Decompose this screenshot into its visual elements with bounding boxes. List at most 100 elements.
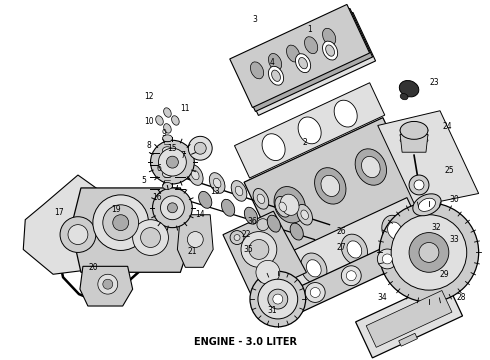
Ellipse shape	[334, 100, 357, 127]
Text: 1: 1	[307, 25, 312, 34]
Ellipse shape	[163, 147, 172, 154]
Circle shape	[377, 249, 397, 269]
Ellipse shape	[321, 175, 340, 197]
Ellipse shape	[400, 126, 428, 134]
Text: 6: 6	[156, 163, 161, 172]
Ellipse shape	[269, 66, 284, 85]
Ellipse shape	[267, 215, 280, 232]
Text: 9: 9	[161, 129, 166, 138]
Circle shape	[167, 156, 178, 168]
Text: 31: 31	[267, 306, 277, 315]
Text: 29: 29	[439, 270, 449, 279]
Circle shape	[250, 271, 306, 327]
Ellipse shape	[304, 37, 318, 54]
Ellipse shape	[245, 207, 258, 224]
Circle shape	[188, 136, 212, 160]
Text: 2: 2	[302, 138, 307, 147]
Circle shape	[305, 283, 325, 302]
Circle shape	[161, 196, 184, 220]
Text: 30: 30	[449, 195, 459, 204]
Text: 10: 10	[144, 117, 153, 126]
Circle shape	[414, 180, 424, 190]
Polygon shape	[244, 118, 425, 272]
Circle shape	[342, 266, 361, 285]
Circle shape	[60, 217, 96, 252]
Ellipse shape	[418, 198, 436, 211]
Ellipse shape	[163, 183, 172, 189]
Polygon shape	[23, 175, 123, 274]
Ellipse shape	[262, 134, 285, 161]
Ellipse shape	[301, 253, 327, 284]
Ellipse shape	[198, 192, 212, 208]
Circle shape	[187, 231, 203, 247]
Ellipse shape	[231, 181, 247, 201]
Text: 26: 26	[337, 227, 346, 236]
Polygon shape	[80, 266, 133, 306]
Circle shape	[234, 235, 240, 240]
Polygon shape	[233, 8, 372, 112]
Text: 3: 3	[252, 15, 257, 24]
Ellipse shape	[355, 149, 387, 185]
Ellipse shape	[164, 124, 171, 133]
Ellipse shape	[399, 81, 419, 97]
Polygon shape	[366, 291, 452, 347]
Circle shape	[133, 220, 169, 255]
Polygon shape	[356, 280, 463, 358]
Text: 7: 7	[180, 151, 185, 160]
Ellipse shape	[221, 199, 235, 216]
Polygon shape	[177, 215, 213, 267]
Circle shape	[158, 148, 186, 176]
Ellipse shape	[164, 108, 171, 117]
Ellipse shape	[382, 215, 408, 246]
Circle shape	[103, 279, 113, 289]
Circle shape	[391, 215, 467, 290]
Ellipse shape	[400, 136, 428, 144]
Circle shape	[113, 215, 129, 231]
Polygon shape	[235, 83, 385, 178]
Ellipse shape	[163, 135, 172, 142]
Ellipse shape	[322, 41, 338, 60]
Text: 25: 25	[444, 166, 454, 175]
Circle shape	[152, 188, 192, 228]
Text: 4: 4	[270, 58, 274, 67]
Text: 5: 5	[141, 176, 146, 185]
Ellipse shape	[287, 45, 300, 62]
Ellipse shape	[400, 121, 428, 139]
Text: 21: 21	[188, 247, 197, 256]
Text: 17: 17	[54, 208, 64, 217]
Ellipse shape	[280, 194, 299, 215]
Ellipse shape	[269, 54, 282, 71]
Text: 28: 28	[456, 293, 465, 302]
Ellipse shape	[413, 194, 441, 216]
Text: 19: 19	[111, 205, 121, 214]
Circle shape	[379, 203, 479, 302]
Ellipse shape	[275, 197, 291, 217]
Polygon shape	[230, 4, 369, 108]
Text: 35: 35	[243, 245, 253, 254]
Ellipse shape	[163, 171, 172, 177]
Text: 27: 27	[337, 243, 346, 252]
Text: 14: 14	[196, 210, 205, 219]
Ellipse shape	[163, 159, 172, 166]
Text: 11: 11	[181, 104, 190, 113]
Circle shape	[249, 239, 269, 260]
Circle shape	[230, 231, 244, 244]
Circle shape	[310, 288, 320, 297]
Ellipse shape	[400, 131, 428, 139]
Circle shape	[273, 294, 283, 304]
Circle shape	[141, 228, 161, 247]
Ellipse shape	[341, 234, 368, 265]
Circle shape	[168, 203, 177, 213]
Ellipse shape	[253, 189, 269, 209]
Polygon shape	[223, 211, 306, 298]
Text: 8: 8	[146, 141, 151, 150]
Text: 36: 36	[247, 217, 257, 226]
Text: 22: 22	[241, 230, 251, 239]
Ellipse shape	[279, 202, 287, 212]
Ellipse shape	[347, 241, 362, 258]
Ellipse shape	[298, 117, 321, 144]
Circle shape	[257, 219, 269, 231]
Text: 24: 24	[442, 122, 452, 131]
Circle shape	[195, 142, 206, 154]
Ellipse shape	[290, 223, 303, 240]
